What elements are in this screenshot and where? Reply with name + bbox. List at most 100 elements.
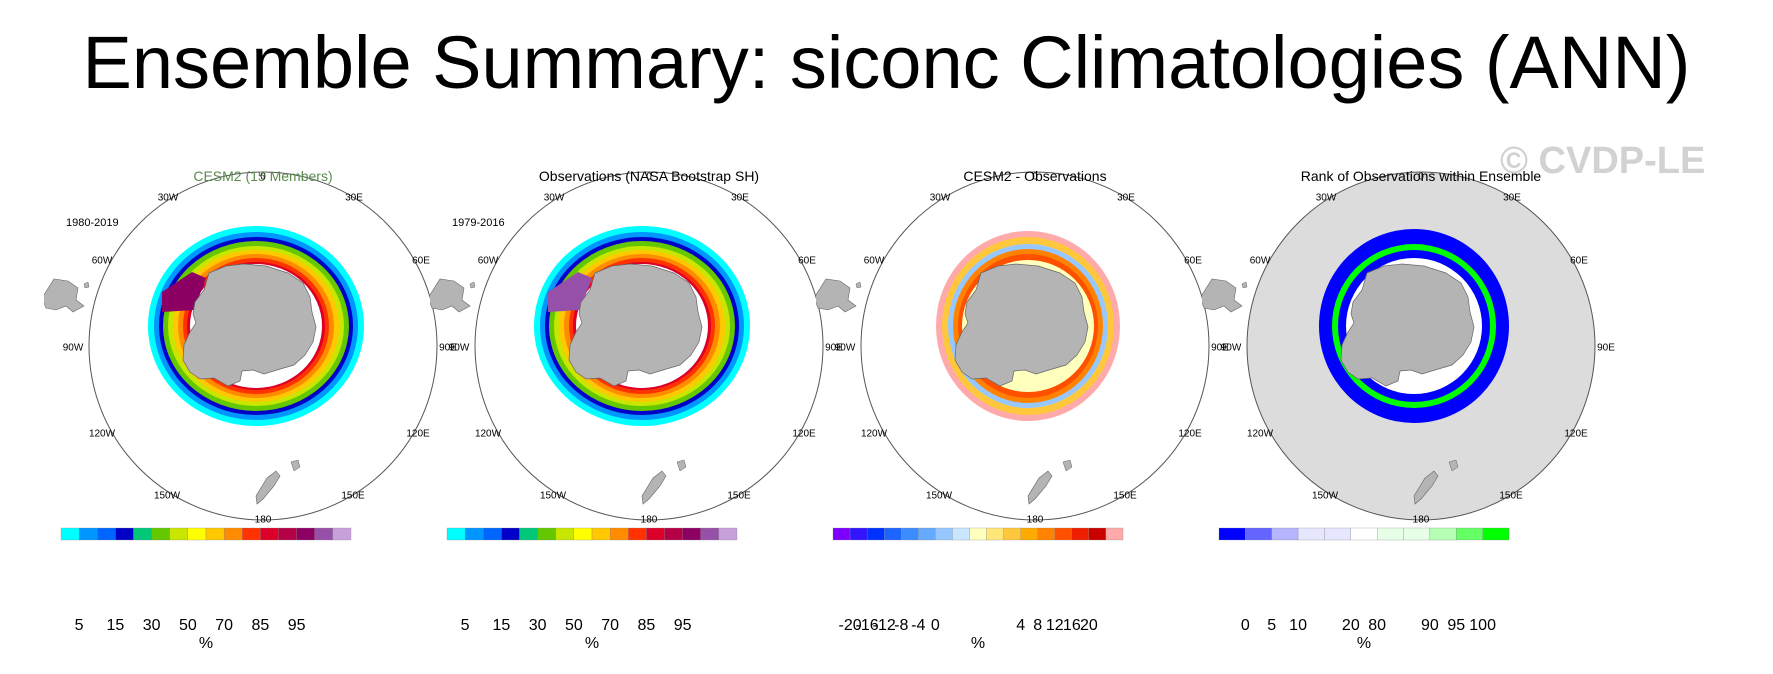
colorbar-tick-label: 85 [251,617,270,634]
colorbar-swatch-9 [609,527,629,541]
colorbar-tick-label: 0 [930,617,940,634]
new-zealand-land [1413,470,1439,505]
polar-map [1202,171,1596,541]
new-zealand-land [255,470,281,505]
colorbar [1218,527,1510,541]
lon-label-30e: 30E [345,192,363,204]
colorbar-swatch-3 [115,527,134,541]
colorbar-swatch-12 [664,527,683,541]
colorbar-swatch-8 [1429,527,1457,541]
colorbar-tick-label: 5 [74,617,84,634]
map-panel-2: Observations (NASA Bootstrap SH) 1979-20… [430,160,868,660]
colorbar-swatch-2 [866,527,885,541]
colorbar-tick-label: 15 [106,617,125,634]
colorbar-swatch-0 [60,527,80,541]
colorbar-swatch-9 [986,527,1004,541]
colorbar-swatch-3 [1297,527,1325,541]
lon-label-60w: 60W [1249,255,1271,267]
colorbar-tick-label: 70 [215,617,234,634]
colorbar-tick-label: -12 [872,617,896,634]
colorbar-swatch-1 [849,527,868,541]
lon-label-150e: 150E [1499,490,1523,502]
colorbar-swatch-1 [1245,527,1272,541]
colorbar-tick-label: 80 [1368,617,1387,634]
colorbar-swatch-4 [1324,527,1351,541]
colorbar-tick-label: 0 [1240,617,1250,634]
antarctica-land [568,263,703,387]
lon-label-0: 0 [1032,171,1038,183]
lon-label-120e: 120E [1564,428,1588,440]
colorbar-swatch-5 [151,527,170,541]
colorbar-tick-label: 100 [1469,617,1496,634]
lon-label-60w: 60W [863,255,885,267]
map-panel-4: Rank of Observations within Ensemble 0 3… [1202,160,1640,660]
lon-label-120w: 120W [860,428,888,440]
colorbar-tick-label: 85 [637,617,656,634]
landmasses [44,263,317,505]
colorbar-swatch-7 [1403,527,1431,541]
colorbar-swatch-6 [169,527,189,541]
panel-title: CESM2 (15 Members) [193,168,333,184]
lon-label-0: 0 [646,171,652,183]
landmasses [1202,263,1475,505]
colorbar-tick-label: 95 [673,617,692,634]
lon-label-90w: 90W [448,342,470,354]
colorbar-tick-label: 95 [287,617,306,634]
lon-label-120e: 120E [406,428,430,440]
lon-label-90e: 90E [1211,342,1229,354]
colorbar-tick-label: -8 [894,617,909,634]
colorbar-tick-label: 16 [1062,617,1081,634]
lon-label-150w: 150W [539,490,567,502]
colorbar-swatch-2 [97,527,116,541]
colorbar-tick-label: 8 [1033,617,1043,634]
colorbar-swatch-11 [260,527,279,541]
colorbar-tick-label: -4 [911,617,926,634]
colorbar-tick-label: -20 [838,617,862,634]
colorbar-tick-label: 20 [1079,617,1098,634]
lon-label-120e: 120E [1178,428,1202,440]
lon-label-30w: 30W [157,192,179,204]
lon-label-150e: 150E [1113,490,1137,502]
colorbar-swatch-16 [1105,527,1124,541]
colorbar-tick-label: 12 [1045,617,1064,634]
south-america-land [816,278,857,313]
colorbar-swatch-6 [1377,527,1404,541]
colorbar-swatch-14 [700,527,720,541]
south-america-land [1202,278,1243,313]
map-border [474,171,824,521]
colorbar-swatch-13 [1054,527,1072,541]
colorbar-tick-label: 20 [1341,617,1360,634]
lon-label-180: 180 [640,514,658,526]
colorbar-tick-label: 4 [1016,617,1026,634]
lon-label-90w: 90W [62,342,84,354]
colorbar-swatch-8 [591,527,611,541]
colorbar-swatch-6 [555,527,575,541]
colorbar-swatch-3 [501,527,520,541]
colorbar-swatch-5 [537,527,556,541]
lon-label-150w: 150W [925,490,953,502]
colorbar-swatch-9 [1456,527,1483,541]
colorbar-tick-label: 70 [601,617,620,634]
colorbar-swatch-12 [278,527,297,541]
colorbar-swatch-1 [78,527,98,541]
map-border [1246,171,1596,521]
lon-label-90w: 90W [834,342,856,354]
lon-label-30w: 30W [543,192,565,204]
polar-map [430,171,824,541]
colorbar-swatch-9 [223,527,243,541]
lon-label-90e: 90E [439,342,457,354]
map-border [860,171,1210,521]
time-period: 1980-2019 [66,217,119,229]
colorbar-swatch-13 [296,527,315,541]
lon-label-120w: 120W [1246,428,1274,440]
colorbar-swatch-8 [969,527,987,541]
antarctica-land [182,263,317,387]
map-border [88,171,438,521]
lon-label-90e: 90E [1597,342,1615,354]
colorbar-swatch-10 [1482,527,1510,541]
new-zealand-land [641,470,667,505]
colorbar [446,527,738,541]
new-zealand-land [1027,470,1053,505]
lon-label-150e: 150E [341,490,365,502]
colorbar-swatch-15 [718,527,738,541]
